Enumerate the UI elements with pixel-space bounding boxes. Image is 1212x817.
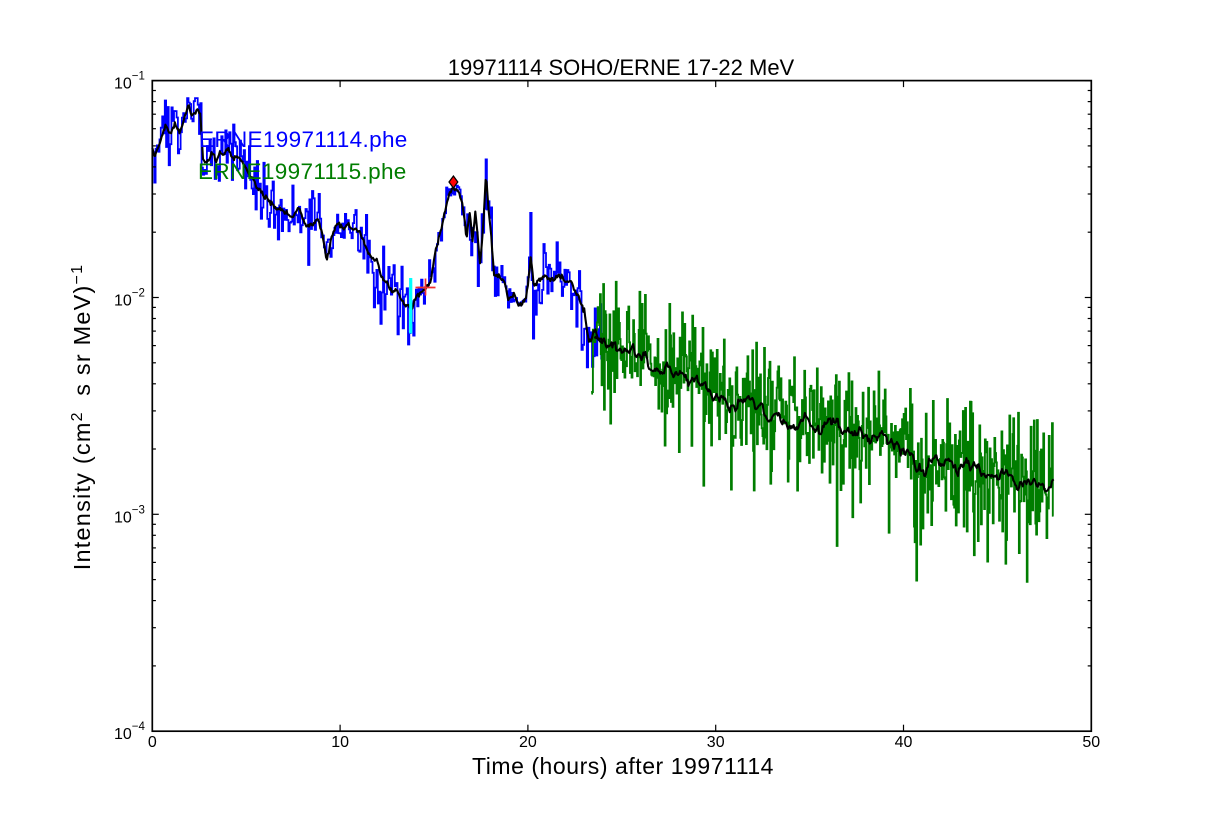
- svg-text:ERNE19971114.phe: ERNE19971114.phe: [199, 127, 408, 152]
- svg-text:0: 0: [148, 734, 157, 751]
- svg-text:19971114 SOHO/ERNE 17-22 MeV: 19971114 SOHO/ERNE 17-22 MeV: [448, 55, 795, 80]
- svg-text:50: 50: [1082, 734, 1100, 751]
- svg-text:30: 30: [707, 734, 725, 751]
- svg-text:10: 10: [331, 734, 349, 751]
- svg-text:ERNE19971115.phe: ERNE19971115.phe: [198, 159, 407, 184]
- svg-text:40: 40: [895, 734, 913, 751]
- svg-text:Time (hours) after 19971114: Time (hours) after 19971114: [472, 753, 774, 779]
- svg-text:20: 20: [519, 734, 537, 751]
